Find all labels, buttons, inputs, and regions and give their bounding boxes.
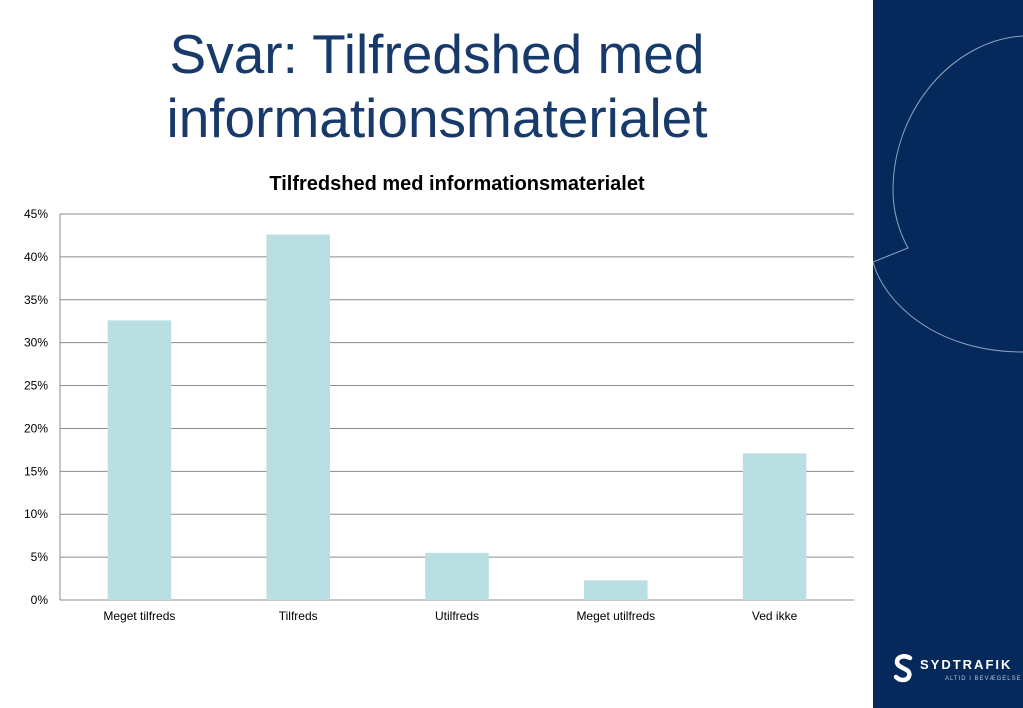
chart-title: Tilfredshed med informationsmaterialet (269, 173, 645, 195)
x-tick-label: Ved ikke (752, 609, 798, 623)
bar-chart: 0% 5% 10% 15% 20% 25% 30% 35% 40% 45% Meget tilfre… (24, 207, 854, 623)
y-tick-label: 40% (24, 250, 48, 264)
y-tick-label: 15% (24, 464, 48, 478)
x-tick-label: Meget tilfreds (103, 609, 175, 623)
y-tick-label: 30% (24, 336, 48, 350)
slide-title-line-2: informationsmaterialet (166, 87, 708, 149)
bar (742, 453, 807, 600)
side-panel (873, 0, 1023, 708)
slide-title-line-1: Svar: Tilfredshed med (169, 23, 705, 85)
x-tick-label: Tilfreds (279, 609, 318, 623)
y-tick-label: 0% (31, 593, 49, 607)
brand-name: SYDTRAFIK (920, 657, 1013, 672)
bar (107, 320, 172, 600)
y-tick-label: 20% (24, 421, 48, 435)
sydtrafik-logo-icon (893, 654, 913, 683)
x-tick-label: Meget utilfreds (576, 609, 655, 623)
y-tick-label: 5% (31, 550, 49, 564)
x-tick-label: Utilfreds (435, 609, 479, 623)
y-tick-label: 45% (24, 207, 48, 221)
y-tick-label: 35% (24, 293, 48, 307)
y-tick-label: 10% (24, 507, 48, 521)
y-tick-label: 25% (24, 379, 48, 393)
decorative-arc (873, 35, 1023, 353)
brand-tagline: ALTID I BEVÆGELSE (945, 676, 1022, 682)
bar (584, 580, 648, 600)
bar (266, 234, 330, 600)
bar (425, 552, 489, 600)
slide-title: Svar: Tilfredshed med informationsmateri… (90, 22, 784, 150)
sydtrafik-logo: SYDTRAFIK ALTID I BEVÆGELSE (893, 654, 1021, 690)
